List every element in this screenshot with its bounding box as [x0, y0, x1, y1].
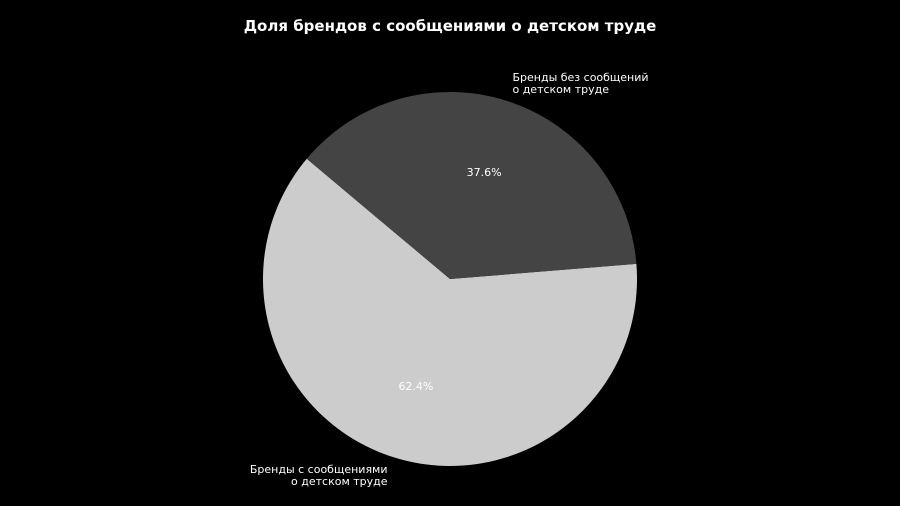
pie-slice-without-reports: [306, 92, 637, 279]
pie-value-label-with-reports: 62.4%: [398, 380, 433, 393]
pie-slices: [263, 92, 637, 467]
chart-title: Доля брендов с сообщениями о детском тру…: [244, 17, 657, 35]
pie-slice-with-reports: [263, 158, 637, 467]
pie-labels: 62.4% Бренды с сообщениями о детском труде…: [250, 71, 649, 488]
pie-category-label-with-reports: Бренды с сообщениями о детском труде: [250, 463, 388, 488]
pie-value-label-without-reports: 37.6%: [467, 166, 502, 179]
pie-category-label-without-reports: Бренды без сообщений о детском труде: [512, 71, 648, 96]
